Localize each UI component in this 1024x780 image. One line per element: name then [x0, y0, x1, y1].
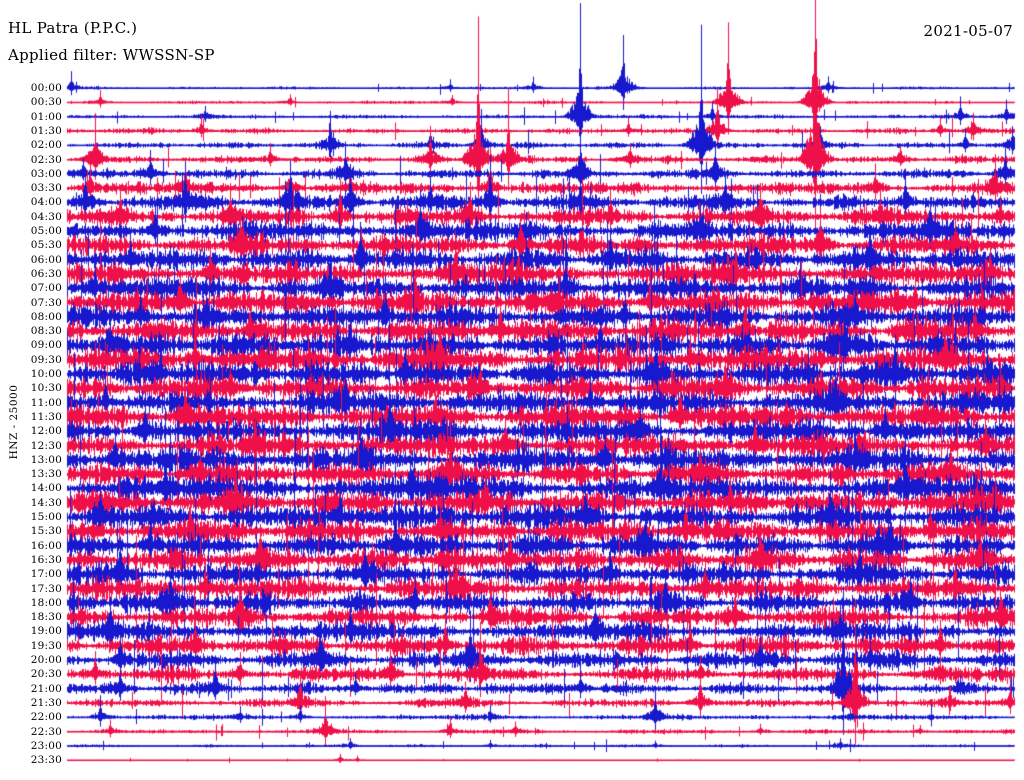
time-label: 08:00 [30, 310, 62, 323]
time-label: 10:00 [30, 368, 62, 380]
time-label: 17:30 [30, 582, 62, 595]
time-label: 15:30 [30, 525, 62, 538]
time-label: 22:30 [30, 725, 62, 738]
date-label: 2021-05-07 [923, 22, 1013, 40]
time-label: 22:00 [30, 711, 62, 724]
time-label: 17:00 [30, 568, 62, 581]
time-label: 13:00 [30, 453, 62, 466]
time-label: 00:30 [30, 96, 62, 109]
time-label: 00:00 [30, 82, 62, 94]
time-label: 23:30 [30, 754, 62, 767]
time-label: 21:30 [30, 696, 62, 709]
time-label: 19:30 [30, 639, 62, 652]
time-label: 05:00 [30, 225, 62, 237]
time-label: 14:00 [30, 482, 62, 495]
time-label: 01:30 [30, 124, 62, 137]
time-label: 08:30 [30, 325, 62, 338]
time-label: 01:00 [30, 110, 62, 123]
time-label: 18:00 [30, 596, 62, 609]
time-label: 03:30 [30, 182, 62, 195]
time-label: 02:00 [30, 139, 62, 152]
time-label: 07:30 [30, 296, 62, 309]
time-label: 12:00 [30, 425, 62, 438]
time-label: 16:00 [30, 539, 62, 552]
time-label: 15:00 [30, 511, 62, 523]
time-label: 04:00 [30, 196, 62, 209]
time-label: 20:30 [30, 668, 62, 681]
time-label: 07:00 [30, 282, 62, 295]
time-label: 12:30 [30, 439, 62, 452]
time-label: 16:30 [30, 553, 62, 566]
time-label: 14:30 [30, 496, 62, 509]
time-label: 11:30 [30, 410, 62, 423]
time-label: 03:00 [30, 167, 62, 180]
time-label: 10:30 [30, 382, 62, 395]
time-label: 06:30 [30, 267, 62, 280]
time-label: 06:00 [30, 253, 62, 266]
time-label: 04:30 [30, 210, 62, 223]
time-label: 09:30 [30, 353, 62, 366]
time-label: 18:30 [30, 611, 62, 624]
filter-label: Applied filter: WWSSN-SP [8, 46, 215, 64]
station-title: HL Patra (P.P.C.) [8, 19, 138, 37]
time-label: 11:00 [30, 396, 62, 409]
time-label: 19:00 [30, 625, 62, 638]
time-label: 09:00 [30, 339, 62, 352]
time-label: 05:30 [30, 239, 62, 252]
time-label: 21:00 [30, 682, 62, 695]
time-label: 20:00 [30, 654, 62, 666]
time-label: 13:30 [30, 468, 62, 481]
time-label: 02:30 [30, 153, 62, 166]
time-label: 23:00 [30, 739, 62, 752]
